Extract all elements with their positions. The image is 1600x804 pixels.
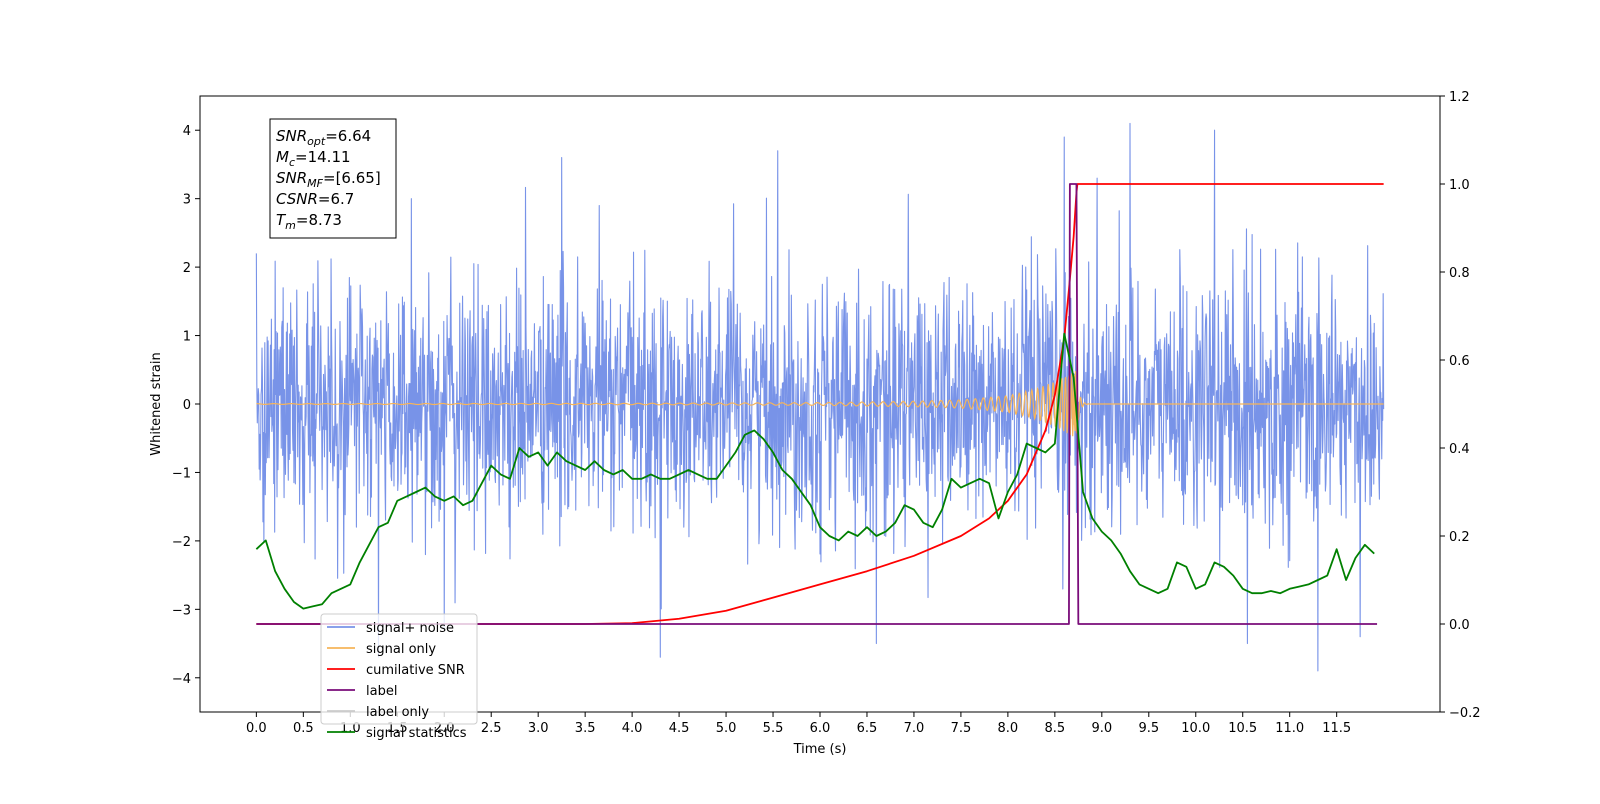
x-tick-label: 5.0	[716, 721, 737, 736]
x-tick-label: 8.0	[998, 721, 1019, 736]
legend-item: signal+ noise	[327, 621, 454, 636]
info-line: Mc=14.11	[276, 148, 351, 169]
series-signal-only	[256, 371, 1384, 437]
legend-label: cumilative SNR	[366, 663, 465, 678]
x-tick-label: 10.5	[1228, 721, 1257, 736]
legend-item: label	[327, 684, 397, 699]
info-line: SNRMF=[6.65]	[276, 169, 381, 190]
info-value: =[6.65]	[323, 169, 381, 187]
info-symbol: M	[276, 148, 289, 166]
legend-item: signal only	[327, 642, 436, 657]
info-value: =8.73	[296, 211, 342, 229]
info-symbol: CSNR	[276, 190, 318, 208]
legend-item: cumilative SNR	[327, 663, 465, 678]
info-value: =6.64	[325, 127, 371, 145]
y2-tick-label: 0.4	[1449, 442, 1470, 457]
y-axis-left: −4 −3 −2 −1 0 1 2 3 4	[172, 124, 200, 687]
info-value: =6.7	[318, 190, 354, 208]
x-tick-label: 4.0	[622, 721, 643, 736]
y2-tick-label: −0.2	[1449, 706, 1481, 721]
info-subscript: opt	[307, 135, 326, 148]
y2-tick-label: 1.0	[1449, 178, 1470, 193]
x-axis: 0.0 0.5 1.0 1.5 2.0 2.5 3.0 3.5 4.0 4.5 5.0 5.5 6.0 6…	[246, 712, 1351, 736]
legend-item: label only	[327, 705, 429, 720]
legend-frame	[320, 613, 478, 725]
x-tick-label: 10.0	[1181, 721, 1210, 736]
series-cumulative-snr	[256, 183, 1384, 625]
x-tick-label: 7.5	[951, 721, 972, 736]
x-tick-label: 9.0	[1091, 721, 1112, 736]
y-tick-label: 0	[183, 398, 191, 413]
legend-label: signal+ noise	[366, 621, 454, 636]
info-box-frame	[269, 118, 397, 239]
x-tick-label: 7.0	[904, 721, 925, 736]
info-line: Tm=8.73	[276, 211, 342, 232]
y-tick-label: −3	[172, 603, 191, 618]
x-tick-label: 11.0	[1275, 721, 1304, 736]
y2-tick-label: 0.2	[1449, 530, 1470, 545]
y-tick-label: 2	[183, 261, 191, 276]
info-subscript: MF	[307, 177, 323, 190]
legend-item: signal statistics	[327, 726, 467, 741]
x-axis-label: Time (s)	[793, 742, 847, 757]
series-signal-noise	[255, 122, 1385, 672]
x-tick-label: 11.5	[1322, 721, 1351, 736]
plot-area	[255, 122, 1385, 672]
y2-tick-label: 0.6	[1449, 354, 1470, 369]
y-tick-label: −4	[172, 672, 191, 687]
y-tick-label: 4	[183, 124, 191, 139]
legend-label: label only	[366, 705, 429, 720]
x-tick-label: 9.5	[1138, 721, 1159, 736]
y-tick-label: 3	[183, 193, 191, 208]
legend-label: label	[366, 684, 397, 699]
x-tick-label: 6.5	[857, 721, 878, 736]
y2-tick-label: 0.0	[1449, 618, 1470, 633]
info-subscript: m	[285, 219, 296, 232]
x-tick-label: 0.0	[246, 721, 267, 736]
y-axis-right: −0.2 0.0 0.2 0.4 0.6 0.8 1.0 1.2	[1440, 90, 1481, 721]
y2-tick-label: 0.8	[1449, 266, 1470, 281]
x-tick-label: 2.5	[481, 721, 502, 736]
y-tick-label: −1	[172, 466, 191, 481]
info-symbol: SNR	[276, 127, 307, 145]
x-tick-label: 4.5	[669, 721, 690, 736]
info-box: SNRopt=6.64Mc=14.11SNRMF=[6.65]CSNR=6.7T…	[269, 118, 397, 239]
info-subscript: c	[289, 156, 295, 169]
x-tick-label: 8.5	[1045, 721, 1066, 736]
x-tick-label: 1.5	[387, 721, 408, 736]
x-tick-label: 2.0	[434, 721, 455, 736]
series-signal-statistics	[255, 332, 1375, 610]
info-line: SNRopt=6.64	[276, 127, 371, 148]
series-label	[256, 183, 1378, 625]
y2-tick-label: 1.2	[1449, 90, 1470, 105]
legend-label: signal only	[366, 642, 436, 657]
x-tick-label: 0.5	[293, 721, 314, 736]
info-line: CSNR=6.7	[276, 190, 354, 208]
x-tick-label: 6.0	[810, 721, 831, 736]
y-axis-label: Whitened strain	[149, 352, 164, 455]
x-tick-label: 3.0	[528, 721, 549, 736]
legend-label: signal statistics	[366, 726, 467, 741]
x-tick-label: 5.5	[763, 721, 784, 736]
legend: signal+ noise signal only cumilative SNR la…	[320, 613, 478, 741]
info-value: =14.11	[295, 148, 351, 166]
y-tick-label: 1	[183, 330, 191, 345]
y-tick-label: −2	[172, 535, 191, 550]
info-symbol: T	[276, 211, 287, 229]
x-tick-label: 3.5	[575, 721, 596, 736]
info-symbol: SNR	[276, 169, 307, 187]
